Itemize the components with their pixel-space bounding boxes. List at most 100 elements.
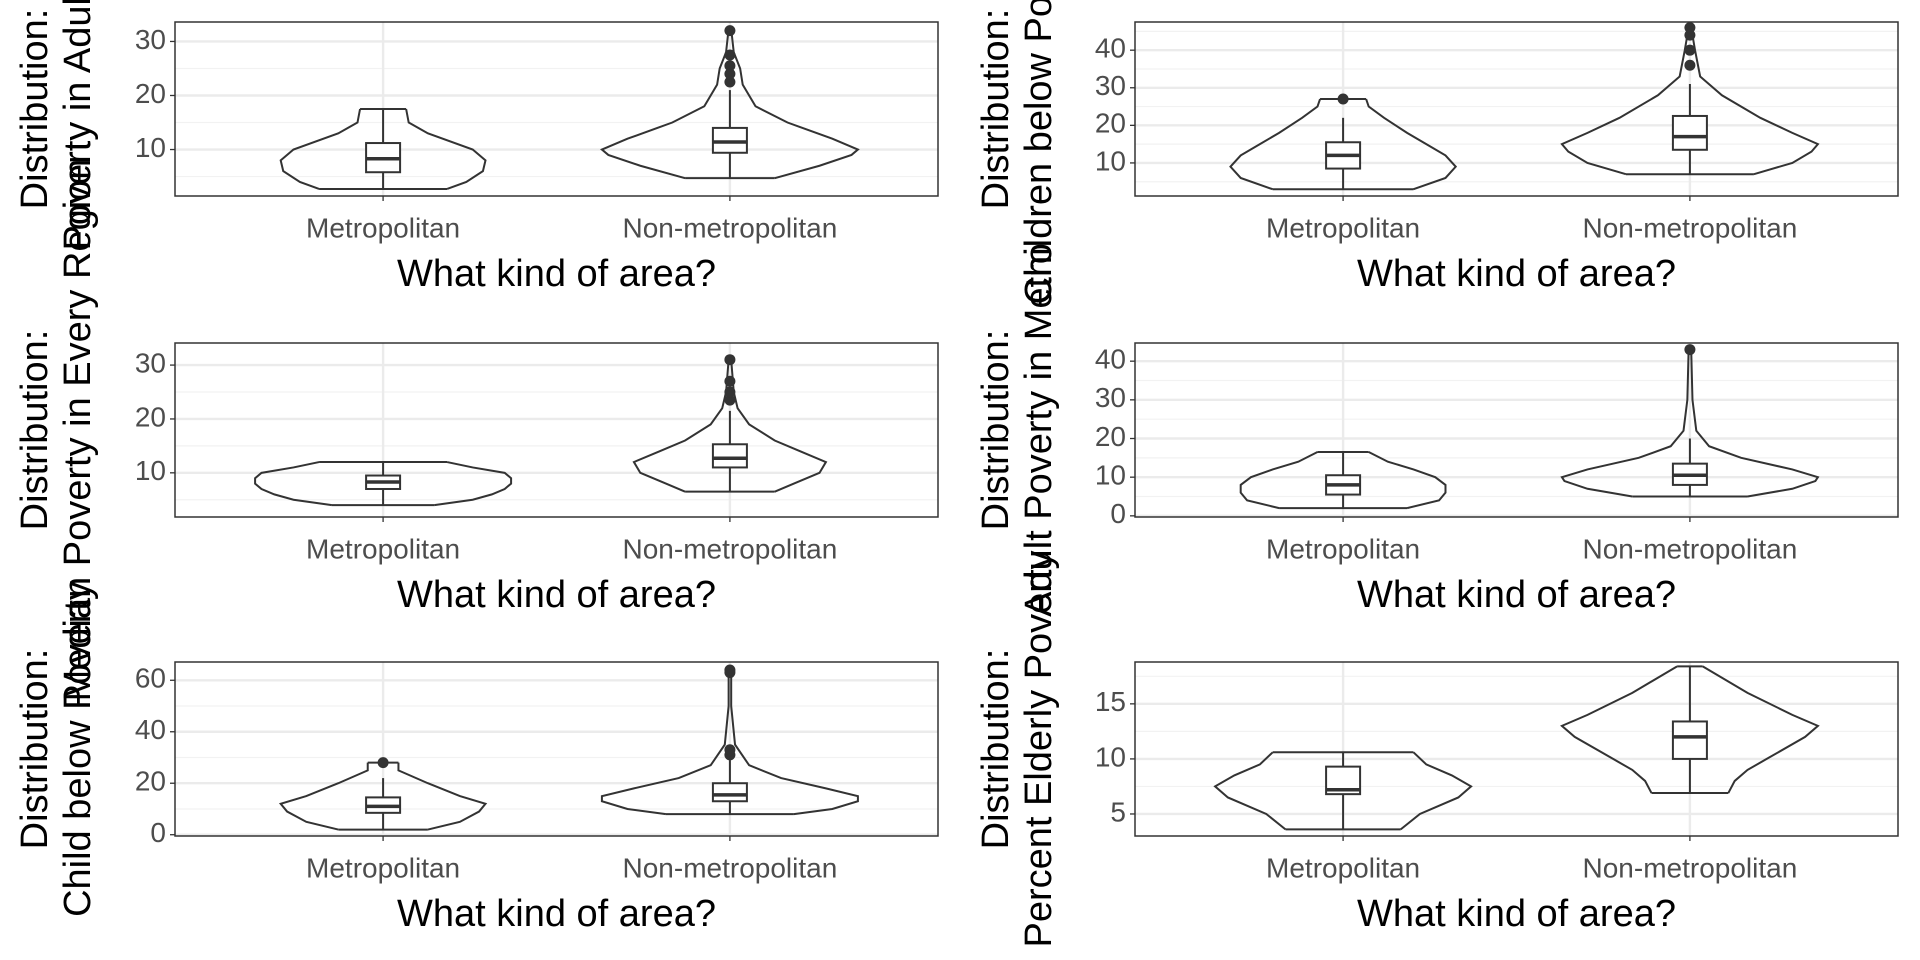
- panel: 10 20 30 Metropolitan Non-metropolitan What k…: [14, 0, 939, 295]
- outlier: [724, 744, 736, 756]
- violin-outline: [730, 669, 859, 816]
- y-tick-label: 10: [1095, 460, 1126, 491]
- outlier: [1684, 344, 1696, 356]
- violin-outline: [1690, 27, 1820, 176]
- x-tick-label: Metropolitan: [306, 533, 460, 564]
- x-tick-label: Non-metropolitan: [1583, 852, 1798, 883]
- x-tick-label: Non-metropolitan: [1583, 533, 1798, 564]
- y-axis-title: Distribution:: [14, 330, 56, 531]
- violin-outline: [278, 762, 369, 831]
- x-tick-label: Metropolitan: [306, 212, 460, 243]
- outlier: [724, 664, 736, 676]
- outlier: [1337, 93, 1349, 105]
- panel: 5 10 15 Metropolitan Non-metropolitan What ki…: [975, 550, 1899, 948]
- outlier: [377, 757, 389, 769]
- violin-outline: [1213, 751, 1287, 831]
- outlier: [724, 60, 736, 72]
- x-axis-title: What kind of area?: [1357, 574, 1676, 616]
- box: [711, 443, 748, 469]
- panel-background: [175, 343, 938, 517]
- panel-background: [1135, 343, 1898, 517]
- violin-outline: [600, 28, 730, 180]
- x-tick-label: Metropolitan: [1266, 852, 1420, 883]
- violin-outline: [1560, 27, 1690, 176]
- y-tick-label: 5: [1110, 796, 1126, 827]
- y-axis-title: Adult Poverty in Metro: [1018, 243, 1060, 617]
- panel-background: [1135, 662, 1898, 836]
- y-tick-label: 30: [135, 24, 166, 55]
- y-tick-label: 20: [135, 766, 166, 797]
- y-tick-label: 30: [1095, 382, 1126, 413]
- x-axis-title: What kind of area?: [397, 893, 716, 935]
- outlier: [1684, 59, 1696, 71]
- outlier: [1684, 22, 1696, 34]
- x-axis-title: What kind of area?: [397, 574, 716, 616]
- x-tick-label: Metropolitan: [306, 852, 460, 883]
- violin-outline: [1229, 98, 1321, 191]
- panel-border: [1134, 661, 1899, 837]
- panel: 10 20 30 Metropolitan Non-metropolitan What k…: [14, 159, 939, 702]
- y-axis-title: Percent Elderly Poverty: [1018, 550, 1060, 947]
- outlier: [724, 394, 736, 406]
- violin-outline: [600, 669, 730, 816]
- y-tick-label: 20: [135, 78, 166, 109]
- violin-outline: [397, 762, 488, 831]
- y-tick-label: 60: [135, 663, 166, 694]
- y-axis-title: Distribution:: [975, 649, 1017, 850]
- y-tick-label: 0: [1110, 498, 1126, 529]
- violin-outline: [405, 108, 487, 190]
- y-tick-label: 40: [1095, 344, 1126, 375]
- y-tick-label: 40: [1095, 33, 1126, 64]
- panel-border: [174, 342, 939, 518]
- y-axis-title: Median Poverty in Every Region: [57, 159, 99, 702]
- y-axis-title: Children below Poverty: [1018, 0, 1060, 304]
- y-axis-title: Poverty in Adults: [57, 0, 99, 251]
- panel-background: [1135, 22, 1898, 196]
- panel: 0 20 40 60 Metropolitan Non-metropolitan What …: [14, 581, 939, 935]
- violin-outline: [1702, 665, 1820, 794]
- y-tick-label: 40: [135, 714, 166, 745]
- violin-outline: [1560, 349, 1690, 498]
- outlier: [1684, 29, 1696, 41]
- y-tick-label: 20: [1095, 421, 1126, 452]
- violin-outline: [1690, 349, 1820, 498]
- panel-border: [174, 661, 939, 837]
- violin-outline: [632, 359, 730, 493]
- violin-outline: [1365, 98, 1458, 191]
- x-tick-label: Metropolitan: [1266, 212, 1420, 243]
- x-tick-label: Non-metropolitan: [623, 212, 838, 243]
- outlier: [724, 76, 736, 88]
- y-tick-label: 10: [1095, 145, 1126, 176]
- y-tick-label: 15: [1095, 686, 1126, 717]
- y-axis-title: Distribution:: [975, 9, 1017, 210]
- y-tick-label: 10: [1095, 741, 1126, 772]
- violin-outline: [254, 461, 333, 507]
- violin-outline: [279, 108, 362, 190]
- x-axis-title: What kind of area?: [1357, 893, 1676, 935]
- panel: 0 10 20 30 40 Metropolitan Non-metropolitan Wha…: [975, 243, 1899, 617]
- violin-outline: [730, 359, 828, 493]
- y-axis-title: Distribution:: [14, 649, 56, 850]
- y-tick-label: 10: [135, 455, 166, 486]
- panel-background: [175, 22, 938, 196]
- outlier: [724, 354, 736, 366]
- y-tick-label: 10: [135, 132, 166, 163]
- panel-border: [174, 21, 939, 197]
- outlier: [724, 386, 736, 398]
- x-tick-label: Metropolitan: [1266, 533, 1420, 564]
- panel-border: [1134, 21, 1899, 197]
- violin-outline: [1239, 451, 1318, 510]
- y-tick-label: 20: [1095, 108, 1126, 139]
- violin-outline: [1400, 751, 1473, 831]
- panel-background: [175, 662, 938, 836]
- panel: 10 20 30 40 Metropolitan Non-metropolitan What…: [975, 0, 1899, 304]
- y-tick-label: 30: [135, 347, 166, 378]
- y-axis-title: Distribution:: [975, 330, 1017, 531]
- box: [1671, 114, 1708, 151]
- y-tick-label: 0: [150, 817, 166, 848]
- panel-border: [1134, 342, 1899, 518]
- x-axis-title: What kind of area?: [1357, 253, 1676, 295]
- y-axis-title: Distribution:: [14, 9, 56, 210]
- x-tick-label: Non-metropolitan: [1583, 212, 1798, 243]
